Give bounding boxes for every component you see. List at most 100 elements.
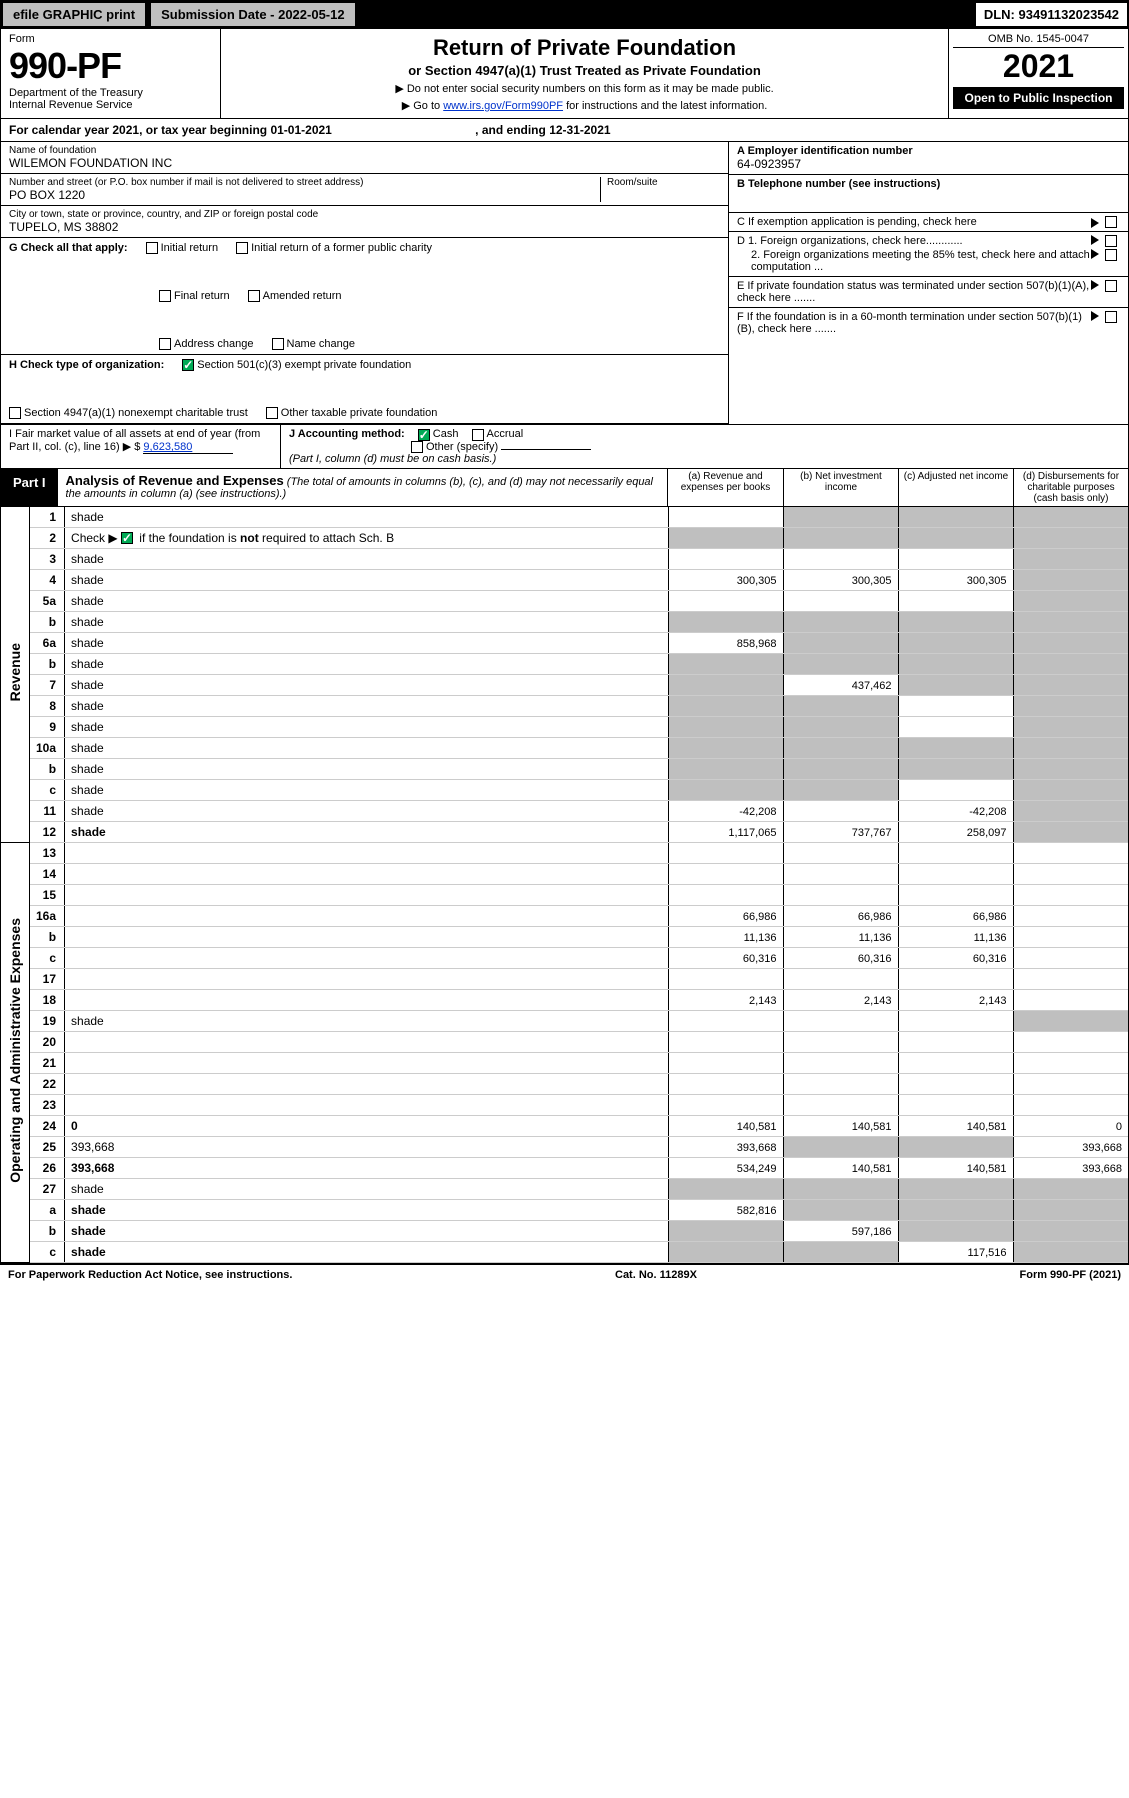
table-row: 4shade300,305300,305300,305	[1, 569, 1128, 590]
opt-name: Name change	[287, 338, 356, 350]
header-middle: Return of Private Foundation or Section …	[221, 29, 948, 118]
line-desc	[65, 842, 668, 863]
chk-d2[interactable]	[1105, 249, 1117, 261]
line-number: 16a	[30, 905, 65, 926]
efile-print-button[interactable]: efile GRAPHIC print	[2, 2, 146, 27]
part1-header: Part I Analysis of Revenue and Expenses …	[1, 469, 1128, 507]
amt-cell: 2,143	[783, 989, 898, 1010]
amt-cell: -42,208	[898, 800, 1013, 821]
chk-name-change[interactable]	[272, 338, 284, 350]
chk-other-method[interactable]	[411, 441, 423, 453]
amt-cell	[898, 716, 1013, 737]
table-row: bshade	[1, 611, 1128, 632]
amt-shaded	[1013, 1220, 1128, 1241]
org-info-right: A Employer identification number 64-0923…	[728, 142, 1128, 424]
line-desc: shade	[65, 1199, 668, 1220]
org-city-cell: City or town, state or province, country…	[1, 206, 728, 238]
amt-shaded	[898, 527, 1013, 548]
note-ssn: ▶ Do not enter social security numbers o…	[227, 82, 942, 95]
submission-date-button[interactable]: Submission Date - 2022-05-12	[150, 2, 356, 27]
triangle-icon	[1091, 280, 1099, 290]
amt-cell: 393,668	[1013, 1157, 1128, 1178]
amt-cell: 11,136	[783, 926, 898, 947]
opt-former: Initial return of a former public charit…	[251, 242, 432, 254]
amt-cell	[1013, 1031, 1128, 1052]
amt-shaded	[1013, 548, 1128, 569]
line-number: 4	[30, 569, 65, 590]
dln-label: DLN: 93491132023542	[976, 3, 1127, 26]
amt-cell: 2,143	[898, 989, 1013, 1010]
amt-cell	[898, 695, 1013, 716]
dept-label: Department of the Treasury	[9, 87, 212, 99]
amt-shaded	[1013, 695, 1128, 716]
ein-cell: A Employer identification number 64-0923…	[729, 142, 1128, 175]
line-number: b	[30, 758, 65, 779]
amt-cell	[898, 842, 1013, 863]
irs-label: Internal Revenue Service	[9, 99, 212, 111]
chk-initial-return[interactable]	[146, 242, 158, 254]
chk-other-taxable[interactable]	[266, 407, 278, 419]
chk-cash[interactable]	[418, 429, 430, 441]
city-val: TUPELO, MS 38802	[9, 220, 720, 234]
amt-cell: 60,316	[898, 947, 1013, 968]
chk-schb[interactable]	[121, 532, 133, 544]
amt-cell	[1013, 1052, 1128, 1073]
amt-shaded	[1013, 632, 1128, 653]
chk-4947[interactable]	[9, 407, 21, 419]
amt-cell	[898, 884, 1013, 905]
form-subtitle: or Section 4947(a)(1) Trust Treated as P…	[227, 63, 942, 78]
line-desc	[65, 1031, 668, 1052]
g-label: G Check all that apply:	[9, 242, 128, 254]
chk-c[interactable]	[1105, 216, 1117, 228]
table-row: 17	[1, 968, 1128, 989]
table-row: 11shade-42,208-42,208	[1, 800, 1128, 821]
opex-side-label: Operating and Administrative Expenses	[1, 842, 30, 1262]
amt-cell: 437,462	[783, 674, 898, 695]
table-row: b11,13611,13611,136	[1, 926, 1128, 947]
chk-f[interactable]	[1105, 311, 1117, 323]
chk-final-return[interactable]	[159, 290, 171, 302]
chk-initial-former[interactable]	[236, 242, 248, 254]
amt-shaded	[668, 1241, 783, 1262]
amt-cell	[783, 1073, 898, 1094]
chk-address-change[interactable]	[159, 338, 171, 350]
form-number: 990-PF	[9, 45, 212, 87]
line-number: c	[30, 947, 65, 968]
triangle-icon	[1091, 218, 1099, 228]
opt-addr: Address change	[174, 338, 254, 350]
amt-cell	[783, 884, 898, 905]
i-value-link[interactable]: 9,623,580	[143, 441, 233, 454]
form-title: Return of Private Foundation	[227, 35, 942, 61]
chk-e[interactable]	[1105, 280, 1117, 292]
chk-amended[interactable]	[248, 290, 260, 302]
check-h-row: H Check type of organization: Section 50…	[1, 355, 728, 424]
amt-cell: 140,581	[783, 1115, 898, 1136]
chk-501c3[interactable]	[182, 359, 194, 371]
amt-cell	[668, 884, 783, 905]
line-number: b	[30, 653, 65, 674]
j-accrual: Accrual	[487, 428, 524, 440]
header-left: Form 990-PF Department of the Treasury I…	[1, 29, 221, 118]
line-desc: shade	[65, 653, 668, 674]
chk-accrual[interactable]	[472, 429, 484, 441]
a-label: A Employer identification number	[737, 145, 913, 157]
org-name-lbl: Name of foundation	[9, 145, 720, 156]
amt-cell	[1013, 842, 1128, 863]
amt-shaded	[1013, 779, 1128, 800]
line-number: 24	[30, 1115, 65, 1136]
chk-d1[interactable]	[1105, 235, 1117, 247]
line-number: 2	[30, 527, 65, 548]
line-number: 1	[30, 507, 65, 528]
amt-shaded	[1013, 1010, 1128, 1031]
table-row: 8shade	[1, 695, 1128, 716]
phone-cell: B Telephone number (see instructions)	[729, 175, 1128, 213]
amt-cell: 258,097	[898, 821, 1013, 842]
line-number: a	[30, 1199, 65, 1220]
amt-shaded	[783, 507, 898, 528]
amt-shaded	[668, 716, 783, 737]
amt-shaded	[898, 1178, 1013, 1199]
form990pf-link[interactable]: www.irs.gov/Form990PF	[443, 100, 563, 112]
line-desc: shade	[65, 632, 668, 653]
triangle-icon	[1091, 235, 1099, 245]
amt-shaded	[783, 779, 898, 800]
